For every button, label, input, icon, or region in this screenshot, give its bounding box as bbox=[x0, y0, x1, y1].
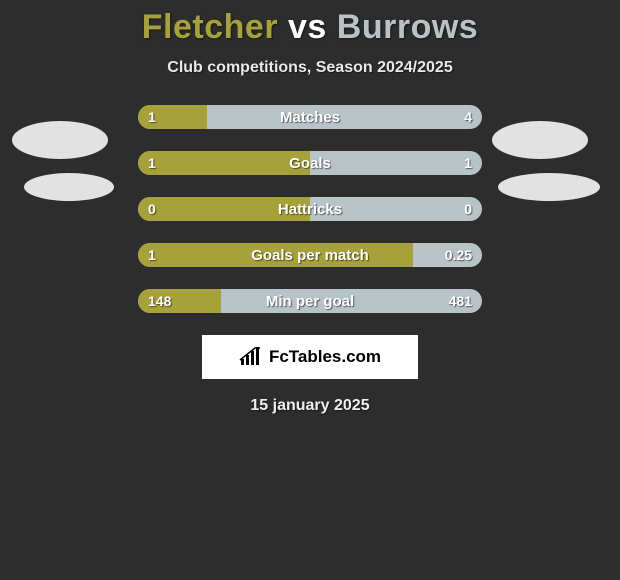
logo-box: FcTables.com bbox=[202, 335, 418, 379]
subtitle: Club competitions, Season 2024/2025 bbox=[0, 59, 620, 77]
deco-ellipse bbox=[24, 173, 114, 201]
date-text: 15 january 2025 bbox=[0, 397, 620, 415]
title-player-right: Burrows bbox=[337, 8, 478, 46]
stat-bar: 148481Min per goal bbox=[138, 289, 482, 313]
stat-bar: 00Hattricks bbox=[138, 197, 482, 221]
stat-label: Goals bbox=[138, 151, 482, 175]
deco-ellipse bbox=[498, 173, 600, 201]
page-title: Fletcher vs Burrows bbox=[0, 0, 620, 47]
barchart-icon bbox=[239, 347, 263, 367]
title-vs: vs bbox=[288, 8, 327, 46]
stat-label: Hattricks bbox=[138, 197, 482, 221]
stat-bar: 11Goals bbox=[138, 151, 482, 175]
title-player-left: Fletcher bbox=[142, 8, 278, 46]
logo-text: FcTables.com bbox=[269, 347, 381, 367]
stat-label: Goals per match bbox=[138, 243, 482, 267]
deco-ellipse bbox=[492, 121, 588, 159]
chart-stage: 14Matches 11Goals 00Hattricks 10.25Goals pe… bbox=[0, 105, 620, 313]
stat-bar: 14Matches bbox=[138, 105, 482, 129]
stat-label: Min per goal bbox=[138, 289, 482, 313]
bars-container: 14Matches 11Goals 00Hattricks 10.25Goals pe… bbox=[138, 105, 482, 313]
deco-ellipse bbox=[12, 121, 108, 159]
stat-label: Matches bbox=[138, 105, 482, 129]
stat-bar: 10.25Goals per match bbox=[138, 243, 482, 267]
